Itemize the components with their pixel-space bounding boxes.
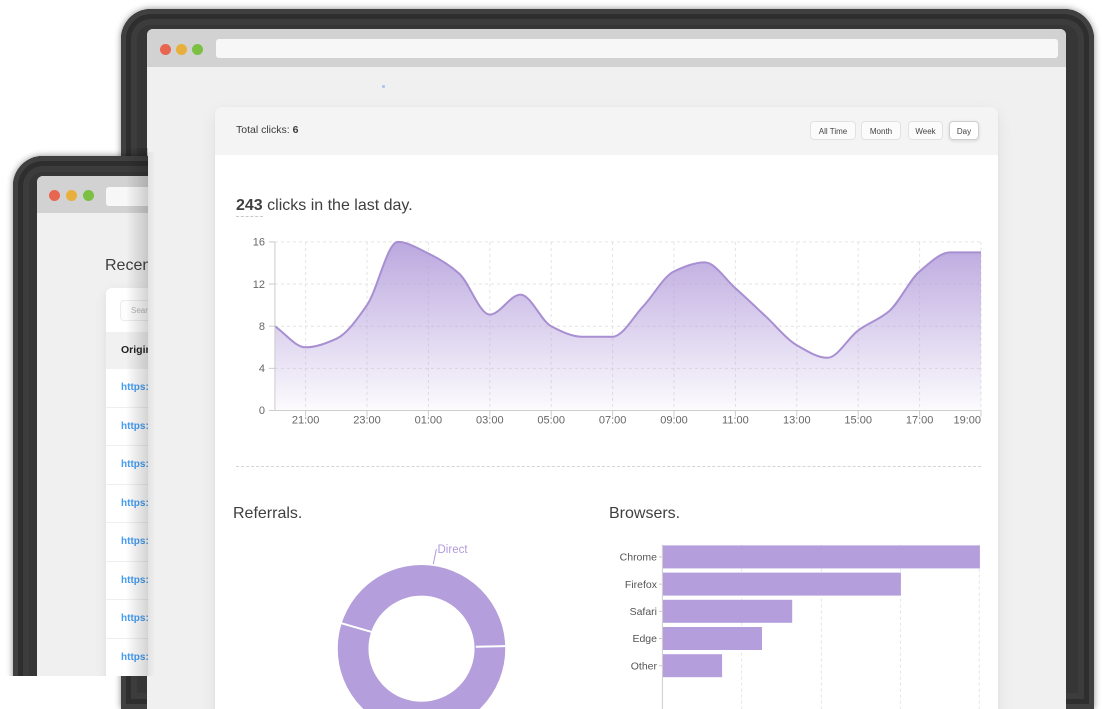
svg-text:23:00: 23:00 bbox=[353, 415, 381, 427]
svg-text:Edge: Edge bbox=[632, 633, 657, 645]
svg-text:0: 0 bbox=[259, 405, 265, 417]
svg-text:Direct: Direct bbox=[438, 544, 469, 556]
svg-text:4: 4 bbox=[259, 363, 265, 375]
svg-text:8: 8 bbox=[259, 321, 265, 333]
svg-text:09:00: 09:00 bbox=[660, 415, 688, 427]
svg-text:07:00: 07:00 bbox=[599, 415, 627, 427]
svg-text:17:00: 17:00 bbox=[906, 415, 934, 427]
svg-text:03:00: 03:00 bbox=[476, 415, 504, 427]
svg-text:01:00: 01:00 bbox=[415, 415, 443, 427]
svg-text:11:00: 11:00 bbox=[722, 415, 749, 427]
svg-text:19:00: 19:00 bbox=[953, 415, 981, 427]
svg-text:05:00: 05:00 bbox=[537, 415, 565, 427]
svg-text:21:00: 21:00 bbox=[292, 415, 320, 427]
svg-text:12: 12 bbox=[253, 279, 265, 291]
svg-text:Safari: Safari bbox=[630, 606, 657, 618]
svg-text:Chrome: Chrome bbox=[620, 552, 658, 564]
svg-text:16: 16 bbox=[253, 237, 265, 249]
svg-text:13:00: 13:00 bbox=[783, 415, 811, 427]
svg-text:Firefox: Firefox bbox=[625, 579, 658, 591]
svg-text:Other: Other bbox=[631, 660, 658, 672]
svg-text:15:00: 15:00 bbox=[844, 415, 872, 427]
